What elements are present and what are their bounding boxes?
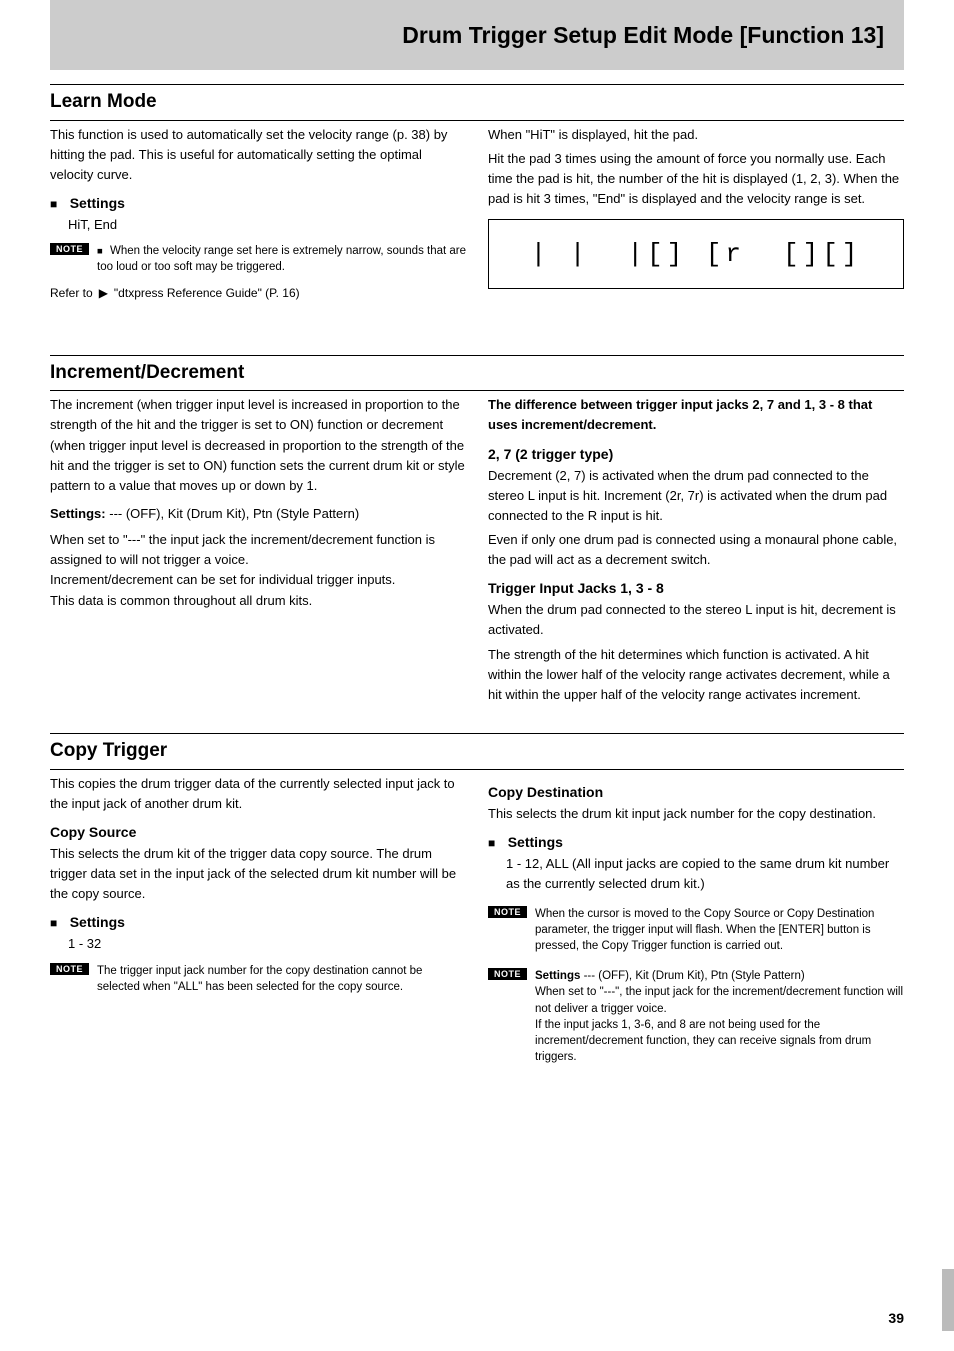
square-bullet-icon: ■ [50,197,57,211]
play-icon: ▶ [99,286,108,300]
section1-title: Learn Mode [50,90,904,114]
section2-title: Increment/Decrement [50,361,904,385]
section2-diff-heading: The difference between trigger input jac… [488,395,904,435]
sub-b-title: Trigger Input Jacks 1, 3 - 8 [488,580,904,596]
copy-dest-settings: 1 - 12, ALL (All input jacks are copied … [506,854,904,894]
sub-a-title: 2, 7 (2 trigger type) [488,446,904,462]
section1-note: NOTE ■ When the velocity range set here … [50,243,466,275]
page: Drum Trigger Setup Edit Mode [Function 1… [0,0,954,1351]
section1-body1: This function is used to automatically s… [50,125,466,185]
section3-col-right: Copy Destination This selects the drum k… [488,774,904,1065]
copy-dest-settings-row: ■ Settings [488,834,904,852]
section3-columns: This copies the drum trigger data of the… [50,774,904,1065]
section2-col-left: The increment (when trigger input level … [50,395,466,705]
square-bullet-icon: ■ [488,836,495,850]
sub-b-settings-label: Settings [535,970,580,982]
section2-settings-line: Settings: --- (OFF), Kit (Drum Kit), Ptn… [50,504,466,524]
section1-settings-row: ■ Settings [50,195,466,213]
sub-a-body1: Decrement (2, 7) is activated when the d… [488,466,904,526]
copy-source-body: This selects the drum kit of the trigger… [50,844,466,904]
sub-a-body2: Even if only one drum pad is connected u… [488,530,904,570]
hit-intro: When "HiT" is displayed, hit the pad. [488,125,904,145]
note-badge: NOTE [488,906,527,918]
copy-source-settings-label: Settings [70,914,125,930]
lcd-seg1: | | [531,239,590,269]
section2-note-item1: Increment/decrement can be set for indiv… [50,570,466,590]
note-badge: NOTE [488,968,527,980]
ref-intro: Refer to [50,286,93,300]
copy-dest-settings-label: Settings [508,834,563,850]
section3-heading-box: Copy Trigger [50,733,904,770]
section2-notes-bottom: NOTE Settings --- (OFF), Kit (Drum Kit),… [488,968,904,1065]
sub-b-settings: --- (OFF), Kit (Drum Kit), Ptn (Style Pa… [584,970,805,982]
section1-note-body: ■ When the velocity range set here is ex… [97,243,466,275]
section2-columns: The increment (when trigger input level … [50,395,904,705]
section2-note3-body: When set to "---", the input jack for th… [535,986,903,1014]
section2-sub-b-body3: Settings --- (OFF), Kit (Drum Kit), Ptn … [535,968,904,1065]
section1-settings-value: HiT, End [68,215,466,235]
footer: 39 [888,1310,904,1326]
side-tab [942,1269,954,1331]
section2-settings-label: Settings: [50,506,106,521]
section3-note5: NOTE When the cursor is moved to the Cop… [488,906,904,954]
section3-title: Copy Trigger [50,739,904,763]
section1-heading-box: Learn Mode [50,84,904,121]
square-bullet-icon: ■ [50,916,57,930]
section2-body1: The increment (when trigger input level … [50,395,466,496]
copy-source-settings: 1 - 32 [68,934,466,954]
section3-body1: This copies the drum trigger data of the… [50,774,466,814]
note-badge: NOTE [50,243,89,255]
copy-dest-body: This selects the drum kit input jack num… [488,804,904,824]
section2-col-right: The difference between trigger input jac… [488,395,904,705]
section1-note-text: When the velocity range set here is extr… [97,245,466,273]
lcd-seg3: [][] [783,239,861,269]
section1-col-right: When "HiT" is displayed, hit the pad. Hi… [488,125,904,300]
section3-col-left: This copies the drum trigger data of the… [50,774,466,1065]
lcd-seg2: |[] [r [627,239,745,269]
sub-b-body2: The strength of the hit determines which… [488,645,904,705]
section1-settings-label: Settings [70,195,125,211]
section2-settings-options: --- (OFF), Kit (Drum Kit), Ptn (Style Pa… [109,506,359,521]
section2-note4-body: If the input jacks 1, 3-6, and 8 are not… [535,1019,871,1063]
copy-source-label: Copy Source [50,824,466,840]
square-bullet-icon: ■ [97,246,103,257]
page-number: 39 [888,1310,904,1326]
section3-note5-body: When the cursor is moved to the Copy Sou… [535,906,904,954]
section2-heading-box: Increment/Decrement [50,355,904,392]
hit-steps: Hit the pad 3 times using the amount of … [488,149,904,209]
ref-link: "dtxpress Reference Guide" (P. 16) [114,286,300,300]
section1-col-left: This function is used to automatically s… [50,125,466,300]
sub-b-body1: When the drum pad connected to the stere… [488,600,904,640]
header-title: Drum Trigger Setup Edit Mode [Function 1… [402,22,884,49]
header-band: Drum Trigger Setup Edit Mode [Function 1… [50,0,904,70]
section3-note-dest: NOTE The trigger input jack number for t… [50,963,466,995]
section1-reference: Refer to ▶ "dtxpress Reference Guide" (P… [50,286,466,300]
lcd-display: | | |[] [r [][] [488,219,904,289]
section2-note-item2: This data is common throughout all drum … [50,591,466,611]
section3-note-dest-body: The trigger input jack number for the co… [97,963,466,995]
section2-note-item0: When set to "---" the input jack the inc… [50,530,466,570]
section1-columns: This function is used to automatically s… [50,125,904,300]
copy-source-settings-row: ■ Settings [50,914,466,932]
note-badge: NOTE [50,963,89,975]
copy-dest-label: Copy Destination [488,784,904,800]
